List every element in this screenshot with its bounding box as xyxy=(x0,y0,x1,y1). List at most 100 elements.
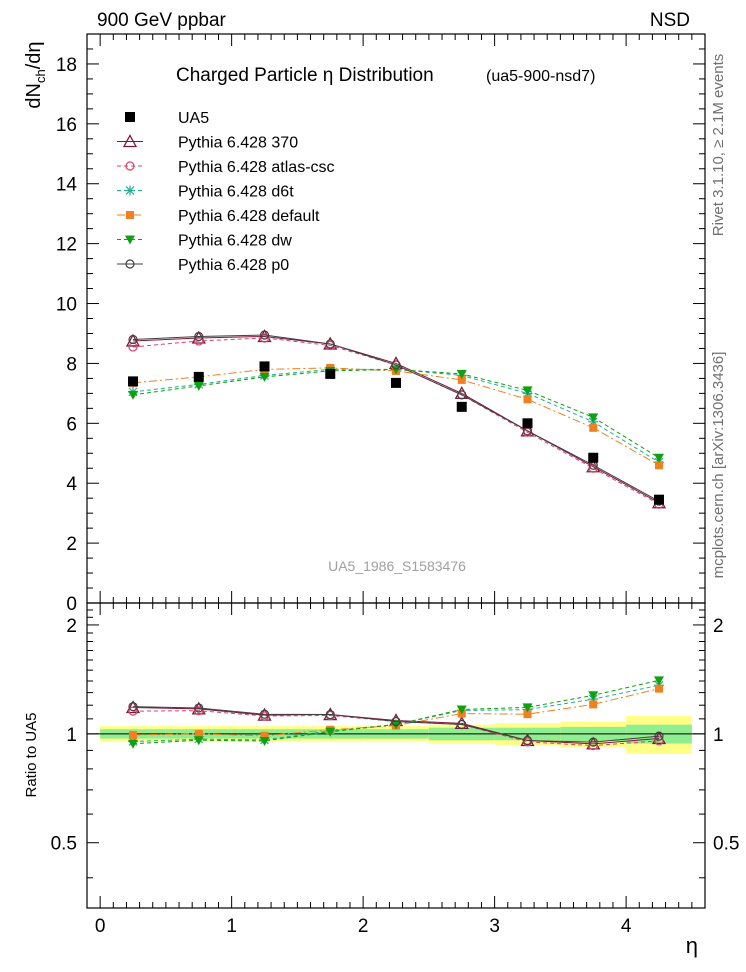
series-pythia-6-428-p0-line xyxy=(132,334,660,502)
legend-marker xyxy=(125,259,135,269)
chart-subtitle: (ua5-900-nsd7) xyxy=(486,68,595,85)
data-point-ua5 xyxy=(588,452,599,463)
data-point-ua5 xyxy=(391,377,401,388)
y-tick-label: 2 xyxy=(66,534,77,555)
series-pythia-6-428-atlas-csc-ratio-point xyxy=(128,706,138,716)
series-pythia-6-428-p0-ratio-point xyxy=(457,719,467,730)
series-pythia-6-428-default-ratio-point xyxy=(654,684,663,693)
data-point-ua5 xyxy=(193,371,204,382)
legend-marker xyxy=(125,112,135,122)
series-pythia-6-428-p0-ratio-point xyxy=(654,731,664,741)
ratio-tick-label: 2 xyxy=(66,616,77,637)
series-pythia-6-428-atlas-csc-point xyxy=(259,333,270,343)
data-point-ua5 xyxy=(522,418,533,429)
legend-entry: Pythia 6.428 default xyxy=(117,208,320,225)
legend-entry: Pythia 6.428 atlas-csc xyxy=(117,159,335,176)
series-pythia-6-428-atlas-csc-ratio-line xyxy=(133,710,660,747)
series-pythia-6-428-dw-ratio-point xyxy=(259,736,270,746)
legend-marker xyxy=(122,134,138,148)
chart-title: Charged Particle η Distribution xyxy=(176,65,434,86)
series-pythia-6-428-default-ratio-point xyxy=(589,700,598,709)
x-tick-label: 0 xyxy=(95,916,106,937)
series-pythia-6-428-atlas-csc-point xyxy=(588,463,598,473)
legend-entry: Pythia 6.428 370 xyxy=(117,134,298,152)
series-pythia-6-428-p0-ratio-point xyxy=(325,709,335,720)
ratio-tick-label: 2 xyxy=(713,616,724,637)
y-tick-label: 0 xyxy=(66,594,77,615)
series-pythia-6-428-p0-point xyxy=(391,360,401,370)
series-pythia-6-428-dw-point xyxy=(653,453,664,463)
series-pythia-6-428-dw-point xyxy=(128,390,139,400)
series-pythia-6-428-p0-point xyxy=(128,334,138,345)
legend-label: Pythia 6.428 atlas-csc xyxy=(178,159,335,176)
legend-marker xyxy=(125,235,135,245)
series-pythia-6-428-dw-ratio-point xyxy=(128,739,139,749)
series-pythia-6-428-atlas-csc-ratio-point xyxy=(654,736,664,746)
x-tick-label: 2 xyxy=(358,916,369,937)
series-pythia-6-428-atlas-csc-line xyxy=(132,337,660,505)
series-pythia-6-428-p0-ratio-point xyxy=(259,709,270,719)
series-pythia-6-428-default-ratio-point xyxy=(260,731,269,740)
ratio-tick-label: 1 xyxy=(66,725,77,746)
legend-marker xyxy=(125,161,135,171)
y-tick-label: 8 xyxy=(66,354,77,375)
ratio-y-label: Ratio to UA5 xyxy=(23,712,40,797)
series-pythia-6-428-p0-ratio-point xyxy=(522,735,533,746)
side-text-bottom: mcplots.cern.ch [arXiv:1306.3436] xyxy=(710,352,727,579)
x-tick-label: 4 xyxy=(621,916,632,937)
series-pythia-6-428-dw-ratio-point xyxy=(456,705,467,715)
series-pythia-6-428-370-point xyxy=(191,330,206,344)
series-pythia-6-428-p0-ratio-point xyxy=(391,716,401,727)
series-pythia-6-428-p0-point xyxy=(194,331,204,342)
data-point-ua5 xyxy=(259,361,270,372)
ratio-frame xyxy=(86,602,706,909)
series-pythia-6-428-dw-point xyxy=(456,369,467,379)
y-tick-label: 6 xyxy=(66,414,77,435)
series-pythia-6-428-dw-point xyxy=(259,372,270,382)
series-pythia-6-428-d6t-ratio-line xyxy=(133,684,660,742)
series-pythia-6-428-atlas-csc-ratio-point xyxy=(588,741,598,751)
y-tick-label: 18 xyxy=(56,55,77,76)
data-point-ua5 xyxy=(325,368,336,379)
legend-label: Pythia 6.428 d6t xyxy=(178,184,294,201)
ratio-tick-label: 0.5 xyxy=(51,834,77,855)
series-pythia-6-428-p0-point xyxy=(259,330,270,340)
ratio-panel: 0.5 0.5 1 1 2 2 0 1 2 3 4 xyxy=(51,602,739,937)
legend-entry: Pythia 6.428 p0 xyxy=(117,257,289,274)
series-pythia-6-428-default-point xyxy=(654,461,663,470)
series-pythia-6-428-p0-ratio-point xyxy=(588,737,598,747)
series-pythia-6-428-dw-ratio-point xyxy=(653,676,664,686)
legend-label: UA5 xyxy=(178,110,209,127)
legend-label: Pythia 6.428 default xyxy=(178,208,320,225)
y-tick-label: 14 xyxy=(56,175,78,196)
ratio-tick-label: 1 xyxy=(713,725,724,746)
x-axis-label: η xyxy=(686,933,698,958)
svg-text:dNch/dη: dNch/dη xyxy=(23,41,48,108)
legend-marker xyxy=(126,211,134,219)
series-pythia-6-428-dw-point xyxy=(522,386,533,396)
legend-marker xyxy=(125,185,135,196)
series-pythia-6-428-dw-ratio-line xyxy=(132,679,660,745)
series-pythia-6-428-p0-ratio-point xyxy=(194,703,204,713)
series-pythia-6-428-370-line xyxy=(132,335,660,504)
y-tick-label: 12 xyxy=(56,235,77,256)
series-pythia-6-428-dw-point xyxy=(588,413,599,423)
legend-label: Pythia 6.428 370 xyxy=(178,135,298,152)
series-pythia-6-428-default-point xyxy=(523,395,532,404)
series-pythia-6-428-default-ratio-point xyxy=(194,729,203,738)
series-pythia-6-428-dw-ratio-point xyxy=(193,736,204,746)
series-pythia-6-428-dw-point xyxy=(193,381,204,391)
series-pythia-6-428-370-point xyxy=(125,333,141,347)
series-pythia-6-428-default-point xyxy=(589,423,598,432)
series-pythia-6-428-p0-ratio-line xyxy=(133,706,660,743)
legend-entry: Pythia 6.428 dw xyxy=(117,233,292,250)
y-axis-label: dNch/dη xyxy=(23,41,48,108)
legend-label: Pythia 6.428 p0 xyxy=(178,257,289,274)
data-point-ua5 xyxy=(653,494,664,505)
legend-entry: UA5 xyxy=(125,110,209,127)
y-tick-label: 10 xyxy=(56,295,77,316)
legend-label: Pythia 6.428 dw xyxy=(178,233,292,250)
header-right: NSD xyxy=(650,10,690,31)
series-pythia-6-428-atlas-csc-ratio-point xyxy=(194,706,204,716)
x-tick-label: 1 xyxy=(226,916,237,937)
